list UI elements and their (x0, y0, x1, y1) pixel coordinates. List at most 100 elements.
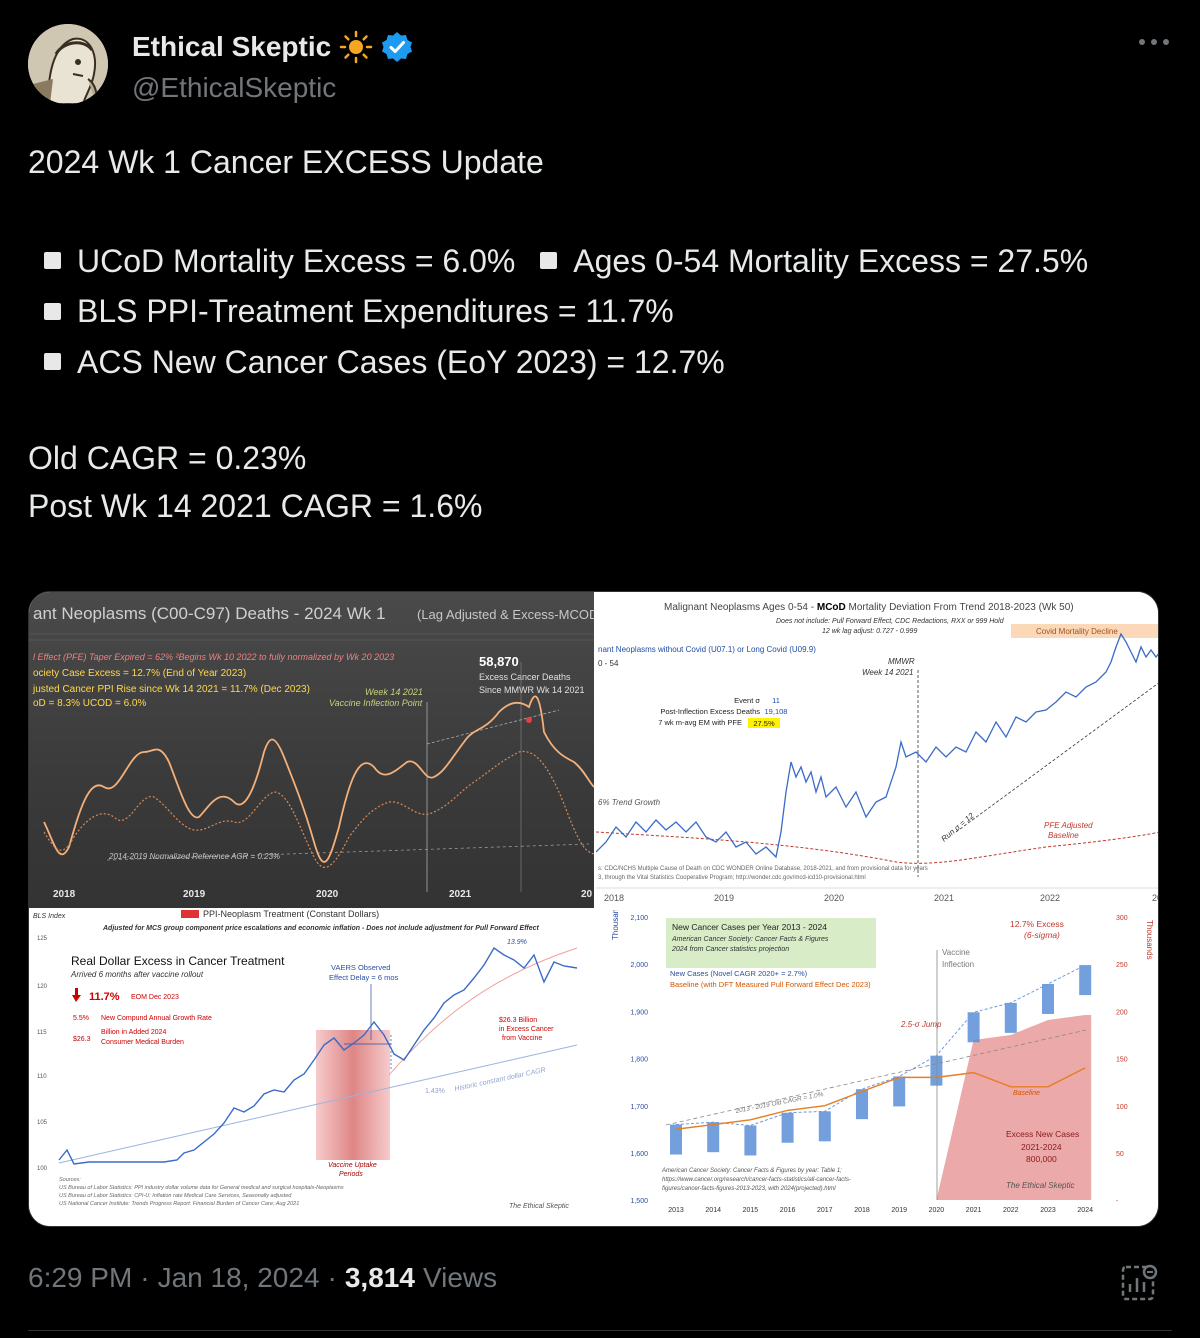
tweet-time[interactable]: 6:29 PM (28, 1262, 133, 1293)
p4-year-label: 2018 (854, 1207, 870, 1214)
p3-ytick: 125 (37, 936, 48, 942)
p2-year-2018: 2018 (604, 893, 624, 903)
p4-bar (930, 1055, 943, 1086)
p4-bar (707, 1122, 720, 1153)
p2-stat-label-0: Event σ (734, 696, 760, 705)
p2-pfe-2: Baseline (1048, 831, 1079, 840)
p4-source-3: figures/cancer-facts-figures-2013-2023, … (662, 1186, 836, 1192)
p3-ytick: 100 (37, 1166, 48, 1172)
p4-left-tick: 1,600 (630, 1151, 648, 1158)
p2-stat-label-2: 7 wk m-avg EM with PFE (658, 718, 742, 727)
p4-year-label: 2020 (929, 1207, 945, 1214)
p2-year-20: 20 (1152, 893, 1159, 903)
p4-left-tick: 1,800 (630, 1057, 648, 1064)
p4-bar (744, 1125, 757, 1156)
square-bullet-icon (44, 353, 61, 370)
p4-right-axis: Thousands (1145, 920, 1154, 960)
p3-eom: EOM Dec 2023 (131, 994, 179, 1001)
media-grid: ant Neoplasms (C00-C97) Deaths - 2024 Wk… (28, 591, 1159, 1227)
p4-bar (893, 1076, 906, 1107)
p3-row2c: Consumer Medical Burden (101, 1039, 184, 1046)
p3-panel-sub: Arrived 6 months after vaccine rollout (70, 970, 204, 979)
p3-source-0: Sources: (59, 1177, 81, 1183)
p3-ytick: 115 (37, 1030, 47, 1036)
p3-source-1: US Bureau of Labor Statistics: PPI indus… (59, 1185, 344, 1191)
p3-y-ticks: 125 120 115 110 105 100 (37, 936, 48, 1172)
p2-year-2021: 2021 (934, 893, 954, 903)
p1-inflection-1: Week 14 2021 (365, 687, 423, 697)
p1-year-2020: 2020 (316, 889, 339, 900)
display-name[interactable]: Ethical Skeptic (132, 31, 332, 62)
p2-pfe-1: PFE Adjusted (1044, 821, 1093, 830)
chart-image-new-cancer-cases[interactable]: Thousands Thousands 2,100 2,000 1,900 1,800… (596, 910, 1158, 1226)
chart-image-ppi-treatment[interactable]: BLS Index PPI-Neoplasm Treatment (Consta… (29, 910, 594, 1226)
p3-title-top: PPI-Neoplasm Treatment (Constant Dollars… (203, 910, 379, 919)
tweet-date[interactable]: Jan 18, 2024 (157, 1262, 320, 1293)
p4-year-label: 2021 (966, 1207, 982, 1214)
p3-ytick: 110 (37, 1074, 47, 1080)
p1-big-sub-1: Excess Cancer Deaths (479, 672, 571, 682)
p2-stat-label-1: Post-Inflection Excess Deaths (660, 707, 760, 716)
p1-title-suffix: (Lag Adjusted & Excess-MCOD No (417, 607, 594, 622)
p3-big-pct: 11.7% (89, 991, 120, 1003)
p3-source-3: US National Cancer Institute: Trends Pro… (59, 1201, 299, 1207)
p4-year-label: 2016 (780, 1207, 796, 1214)
p4-left-tick: 1,700 (630, 1104, 648, 1111)
p4-right-tick: 300 (1116, 915, 1128, 922)
p4-right-tick: 100 (1116, 1104, 1128, 1111)
p4-excess-cases-2: 2021-2024 (1021, 1142, 1062, 1152)
more-options-icon[interactable] (1136, 36, 1172, 48)
p4-year-label: 2014 (705, 1207, 721, 1214)
p4-legend-base: Baseline (with DFT Measured Pull Forward… (670, 980, 871, 989)
avatar[interactable] (28, 24, 108, 104)
p4-bar (1004, 1002, 1017, 1033)
p4-vaccine-1: Vaccine (942, 948, 970, 957)
chart-image-ages-0-54[interactable]: Malignant Neoplasms Ages 0-54 - MCoD Mor… (596, 592, 1159, 908)
p4-excess-pct: 12.7% Excess (1010, 919, 1064, 929)
p4-left-tick: 1,900 (630, 1009, 648, 1016)
p1-inflection-2: Vaccine Inflection Point (329, 698, 423, 708)
p2-wk14: Week 14 2021 (862, 668, 913, 677)
p4-year-label: 2024 (1077, 1207, 1093, 1214)
p3-subtitle: Adjusted for MCS group component price e… (102, 925, 540, 932)
p3-uptake-1: Vaccine Uptake (328, 1162, 377, 1169)
p2-stat-value-1: 19,108 (765, 707, 788, 716)
p4-source-1: American Cancer Society: Cancer Facts & … (661, 1168, 842, 1174)
p4-sigma: (6-sigma) (1024, 930, 1060, 940)
handle[interactable]: @EthicalSkeptic (132, 72, 337, 103)
p3-bls-index: BLS Index (33, 913, 66, 920)
p4-bar (856, 1089, 868, 1120)
p3-signature: The Ethical Skeptic (509, 1203, 569, 1210)
view-analytics-icon[interactable] (1120, 1262, 1160, 1302)
square-bullet-icon (540, 252, 558, 269)
p2-covid-tag: Covid Mortality Decline (1036, 627, 1118, 636)
p4-vaccine-2: Inflection (942, 960, 974, 969)
chart-image-cancer-deaths[interactable]: ant Neoplasms (C00-C97) Deaths - 2024 Wk… (29, 592, 594, 908)
p3-uptake-2: Periods (339, 1171, 363, 1178)
p2-title: Malignant Neoplasms Ages 0-54 - MCoD Mor… (664, 602, 1074, 613)
p4-bar (818, 1111, 831, 1142)
p4-year-label: 2013 (668, 1207, 684, 1214)
p3-cagr-pct: 1.43% (425, 1088, 445, 1095)
p3-row1a: 5.5% (73, 1015, 89, 1022)
p4-excess-cases-3: 800,000 (1026, 1154, 1057, 1164)
p3-ytick: 120 (37, 984, 48, 990)
p4-right-tick: 150 (1116, 1057, 1128, 1064)
p4-right-tick: - (1116, 1198, 1119, 1205)
p3-excess-2: in Excess Cancer (499, 1026, 554, 1033)
verified-badge-icon[interactable] (381, 31, 413, 63)
p3-vaers-1: VAERS Observed (331, 963, 390, 972)
tweet-metadata: 6:29 PM · Jan 18, 2024 · 3,814 Views (28, 1262, 497, 1294)
tweet-heading: 2024 Wk 1 Cancer EXCESS Update (28, 144, 544, 180)
bullet-item: Ages 0-54 Mortality Excess = 27.5% (524, 237, 1088, 285)
p2-series-label: nant Neoplasms without Covid (U07.1) or … (598, 645, 816, 654)
p1-line-1: ociety Case Excess = 12.7% (End of Year … (33, 668, 246, 679)
p4-box-sub-1: American Cancer Society: Cancer Facts & … (671, 936, 829, 943)
p4-left-tick: 2,000 (630, 962, 648, 969)
p2-year-2022: 2022 (1040, 893, 1060, 903)
p4-jump: 2.5-σ Jump (900, 1020, 942, 1029)
p3-row2a: $26.3 (73, 1036, 91, 1043)
p2-sub-1: Does not include: Pull Forward Effect, C… (776, 618, 1005, 625)
p2-year-2020: 2020 (824, 893, 844, 903)
p4-right-tick: 200 (1116, 1009, 1128, 1016)
